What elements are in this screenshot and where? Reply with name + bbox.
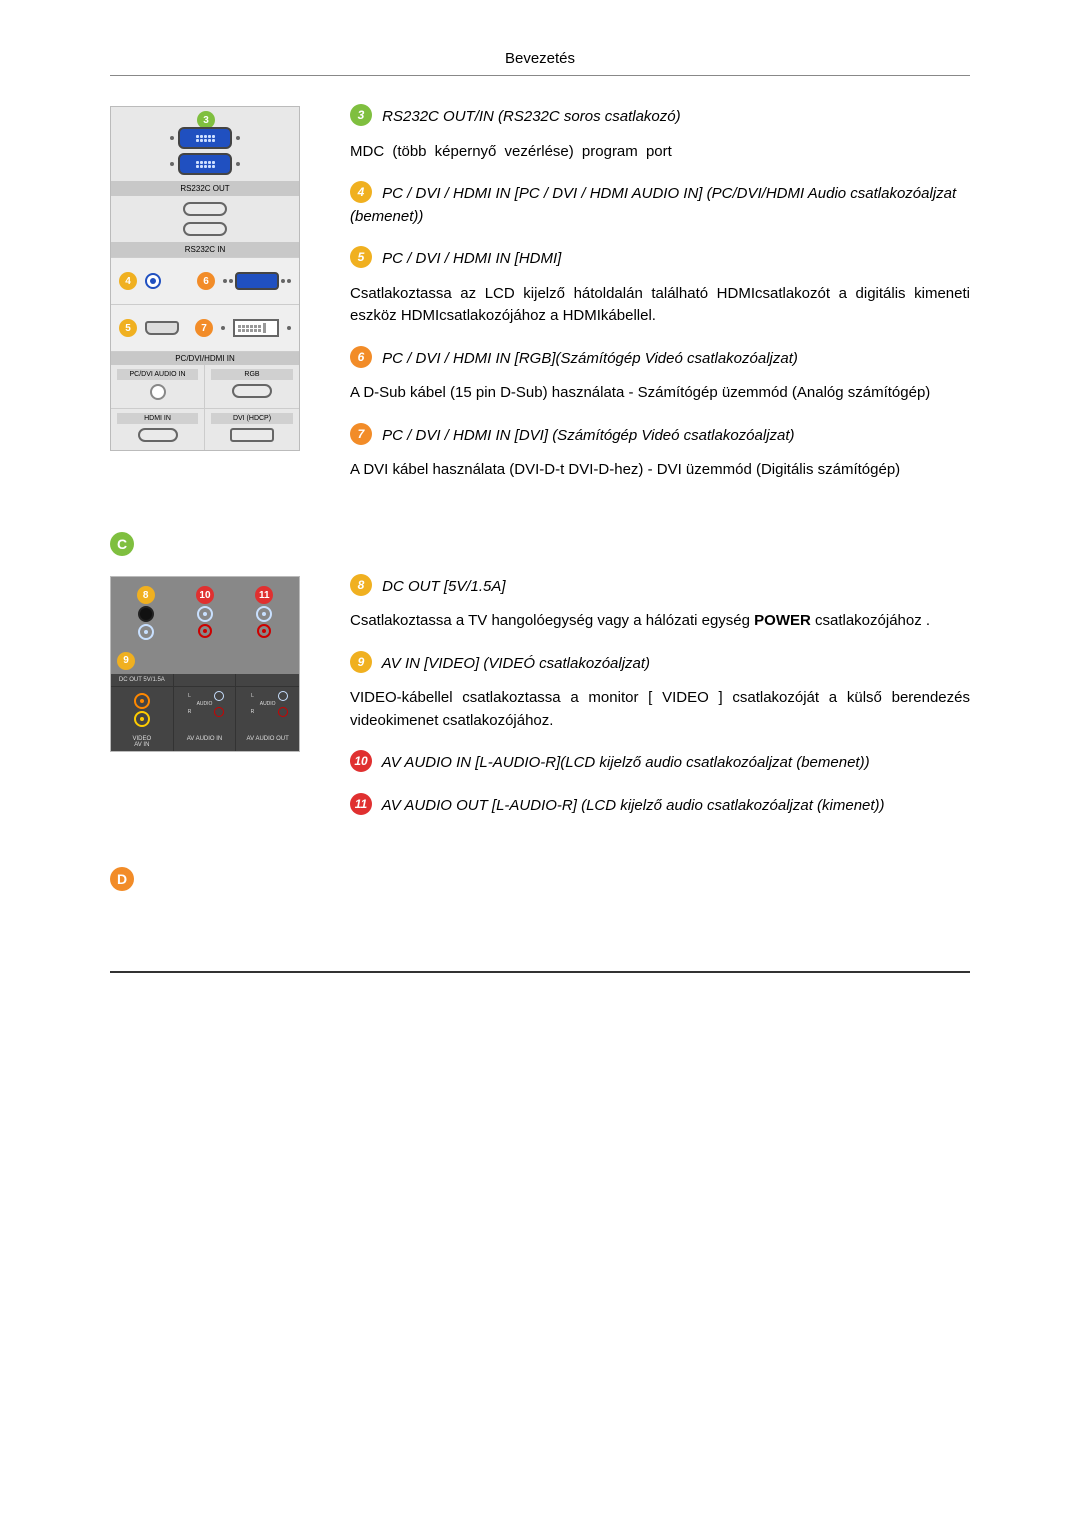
- dc-out-ring-icon: [138, 624, 154, 640]
- audio-out-r-icon: [257, 624, 271, 638]
- section-letter-d: D: [110, 867, 134, 891]
- callout-8-badge: 8: [350, 574, 372, 596]
- rs232c-in-label: RS232C IN: [111, 242, 299, 257]
- hdmi-slot-icon: [138, 428, 178, 442]
- callout-5-title: PC / DVI / HDMI IN [HDMI]: [382, 250, 561, 267]
- callout-3-body: MDC (több képernyő vezérlése) program po…: [350, 141, 970, 164]
- dc-out-jack-icon: [138, 606, 154, 622]
- callout-10-badge: 10: [350, 750, 372, 772]
- callout-6-badge: 6: [350, 346, 372, 368]
- audio-in-l-icon: [197, 606, 213, 622]
- rs232c-in-slot-icon: [183, 222, 227, 236]
- item-5: 5 PC / DVI / HDMI IN [HDMI] Csatlakoztas…: [350, 248, 970, 328]
- diagram-badge-10: 10: [196, 586, 214, 604]
- rs232c-in-port-icon: [178, 153, 232, 175]
- callout-5-badge: 5: [350, 246, 372, 268]
- rgb-label: RGB: [211, 369, 293, 380]
- callout-3-title: RS232C OUT/IN (RS232C soros csatlakozó): [382, 108, 680, 125]
- callout-10-title: AV AUDIO IN [L-AUDIO-R](LCD kijelző audi…: [382, 754, 870, 771]
- section-c-marker: C: [110, 502, 970, 576]
- tiny-red-jack-icon: [214, 707, 224, 717]
- callout-7-title: PC / DVI / HDMI IN [DVI] (Számítógép Vid…: [382, 427, 794, 444]
- audio-in-r-icon: [198, 624, 212, 638]
- section-c: 8 10 11 9: [110, 576, 970, 838]
- callout-5-body: Csatlakoztassa az LCD kijelző hátoldalán…: [350, 283, 970, 328]
- dvi-slot-icon: [230, 428, 274, 442]
- dvi-label: DVI (HDCP): [211, 413, 293, 424]
- callout-9-badge: 9: [350, 651, 372, 673]
- connector-diagram-a: 3 RS2: [110, 106, 300, 451]
- audio-out-l-icon: [256, 606, 272, 622]
- callout-11-badge: 11: [350, 793, 372, 815]
- video-in-orange-icon: [134, 693, 150, 709]
- callout-6-body: A D-Sub kábel (15 pin D-Sub) használata …: [350, 382, 970, 405]
- connector-diagram-c: 8 10 11 9: [110, 576, 300, 752]
- audio-out-bottom-label: AV AUDIO OUT: [236, 733, 299, 751]
- callout-7-body: A DVI kábel használata (DVI-D-t DVI-D-he…: [350, 459, 970, 482]
- item-8: 8 DC OUT [5V/1.5A] Csatlakoztassa a TV h…: [350, 576, 970, 633]
- section-letter-c: C: [110, 532, 134, 556]
- diagram-badge-7: 7: [195, 319, 213, 337]
- rs232c-out-label: RS232C OUT: [111, 181, 299, 196]
- callout-6-title: PC / DVI / HDMI IN [RGB](Számítógép Vide…: [382, 350, 798, 367]
- dc-out-label: DC OUT 5V/1.5A: [111, 674, 174, 686]
- page-header: Bevezetés: [110, 50, 970, 76]
- diagram-badge-8: 8: [137, 586, 155, 604]
- section-c-left: 8 10 11 9: [110, 576, 320, 838]
- hdmi-port-icon: [145, 321, 179, 335]
- rgb-slot-icon: [232, 384, 272, 398]
- audio-in-bottom-label: AV AUDIO IN: [174, 733, 237, 751]
- diagram-bottom-header: PC/DVI/HDMI IN: [111, 352, 299, 365]
- diagram-badge-9: 9: [117, 652, 135, 670]
- callout-8-title: DC OUT [5V/1.5A]: [382, 578, 505, 595]
- callout-3-badge: 3: [350, 104, 372, 126]
- diagram-badge-11: 11: [255, 586, 273, 604]
- diagram-badge-4: 4: [119, 272, 137, 290]
- callout-9-title: AV IN [VIDEO] (VIDEÓ csatlakozóaljzat): [382, 655, 650, 672]
- page-title: Bevezetés: [505, 50, 575, 67]
- item-6: 6 PC / DVI / HDMI IN [RGB](Számítógép Vi…: [350, 348, 970, 405]
- callout-11-title: AV AUDIO OUT [L-AUDIO-R] (LCD kijelző au…: [382, 797, 885, 814]
- hdmi-in-label: HDMI IN: [117, 413, 198, 424]
- section-a: 3 RS2: [110, 106, 970, 502]
- tiny-white-jack-icon: [278, 691, 288, 701]
- item-10: 10 AV AUDIO IN [L-AUDIO-R](LCD kijelző a…: [350, 752, 970, 775]
- dvi-port-icon: [233, 319, 279, 337]
- audio-in-label: PC/DVI AUDIO IN: [117, 369, 198, 380]
- audio-jack-icon: [145, 273, 161, 289]
- video-in-yellow-icon: [134, 711, 150, 727]
- diagram-badge-5: 5: [119, 319, 137, 337]
- audio-in-jack-icon: [150, 384, 166, 400]
- callout-9-body: VIDEO-kábellel csatlakoztassa a monitor …: [350, 687, 970, 732]
- item-4: 4 PC / DVI / HDMI IN [PC / DVI / HDMI AU…: [350, 183, 970, 228]
- footer-rule: [110, 971, 970, 973]
- section-a-right: 3 RS232C OUT/IN (RS232C soros csatlakozó…: [350, 106, 970, 502]
- callout-4-badge: 4: [350, 181, 372, 203]
- page: Bevezetés 3: [0, 0, 1080, 1013]
- diagram-badge-6: 6: [197, 272, 215, 290]
- section-d-marker: D: [110, 837, 970, 911]
- item-3: 3 RS232C OUT/IN (RS232C soros csatlakozó…: [350, 106, 970, 163]
- tiny-red-jack-icon: [278, 707, 288, 717]
- item-7: 7 PC / DVI / HDMI IN [DVI] (Számítógép V…: [350, 425, 970, 482]
- rs232c-out-slot-icon: [183, 202, 227, 216]
- rs232c-out-port-icon: [178, 127, 232, 149]
- item-11: 11 AV AUDIO OUT [L-AUDIO-R] (LCD kijelző…: [350, 795, 970, 818]
- rgb-port-icon: [235, 272, 279, 290]
- section-c-right: 8 DC OUT [5V/1.5A] Csatlakoztassa a TV h…: [350, 576, 970, 838]
- callout-4-title: PC / DVI / HDMI IN [PC / DVI / HDMI AUDI…: [350, 185, 956, 225]
- callout-7-badge: 7: [350, 423, 372, 445]
- section-a-left: 3 RS2: [110, 106, 320, 502]
- tiny-white-jack-icon: [214, 691, 224, 701]
- item-9: 9 AV IN [VIDEO] (VIDEÓ csatlakozóaljzat)…: [350, 653, 970, 733]
